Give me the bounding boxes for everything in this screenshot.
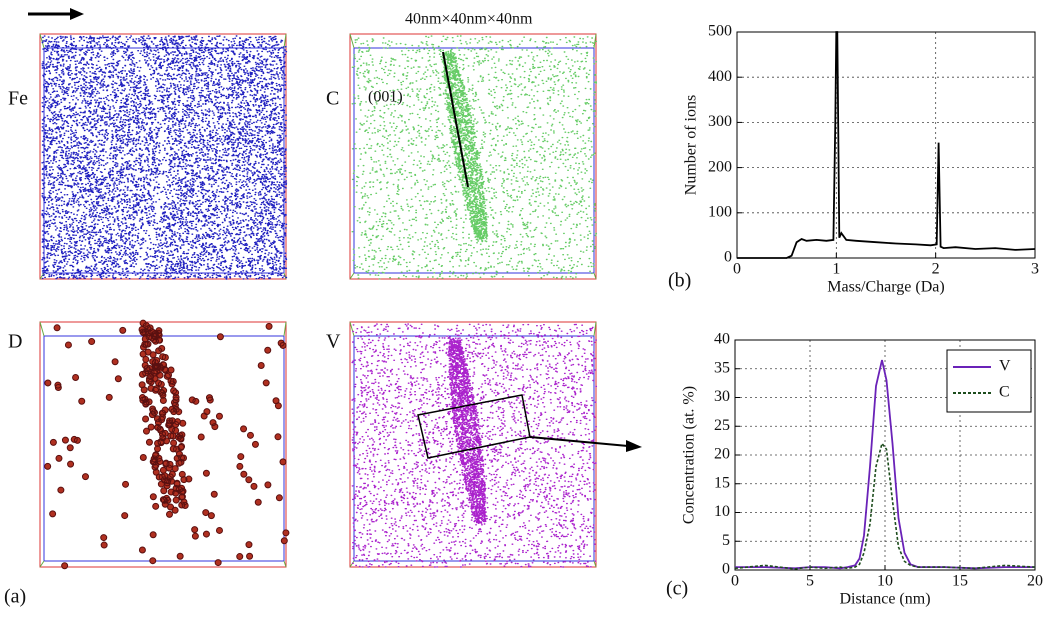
- box-edge: [39, 321, 287, 568]
- map-label: Fe: [8, 88, 28, 110]
- legend: [946, 349, 1032, 413]
- box-edge: [349, 33, 597, 280]
- map-label: D: [8, 331, 22, 353]
- x-tick-label: 15: [952, 573, 968, 590]
- x-tick-label: 3: [1031, 261, 1039, 278]
- atom-dots: [44, 319, 290, 570]
- x-tick-label: 5: [806, 573, 814, 590]
- box-size: 40nm×40nm×40nm: [405, 11, 533, 28]
- y-tick-label: 15: [714, 474, 730, 491]
- box-edge: [349, 321, 597, 568]
- x-tick-label: 10: [877, 573, 893, 590]
- y-tick-label: 0: [722, 561, 730, 578]
- x-axis-label: Mass/Charge (Da): [827, 279, 944, 296]
- y-tick-label: 300: [708, 113, 732, 130]
- box-edge: [43, 335, 285, 562]
- x-tick-label: 1: [832, 261, 840, 278]
- y-tick-label: 20: [714, 446, 730, 463]
- plane-label: (001): [368, 89, 403, 106]
- panel-label: (b): [668, 270, 691, 292]
- atom-maps: [39, 33, 598, 570]
- series-line: [734, 441, 1036, 570]
- x-tick-label: 20: [1027, 573, 1043, 590]
- box-edge: [39, 33, 287, 280]
- legend-label: C: [999, 384, 1010, 401]
- plot-frame: [736, 31, 1036, 259]
- x-tick-label: 2: [932, 261, 940, 278]
- y-tick-label: 35: [714, 359, 730, 376]
- y-axis-label: Concentration (at. %): [681, 386, 698, 524]
- map-label: V: [326, 331, 341, 353]
- box-edge: [349, 321, 597, 568]
- panel-label: (a): [4, 586, 26, 608]
- map-label: C: [326, 88, 339, 110]
- y-tick-label: 400: [708, 68, 732, 85]
- x-tick-label: 0: [731, 573, 739, 590]
- atom-dots: [41, 35, 288, 280]
- y-tick-label: 100: [708, 203, 732, 220]
- y-tick-label: 10: [714, 503, 730, 520]
- y-tick-label: 500: [708, 23, 732, 40]
- atom-dots: [351, 35, 598, 280]
- series-line: [737, 31, 1036, 259]
- atom-dots: [351, 323, 598, 568]
- y-tick-label: 0: [724, 249, 732, 266]
- box-edge: [39, 33, 287, 280]
- x-axis-label: Distance (nm): [839, 591, 930, 608]
- y-tick-label: 200: [708, 158, 732, 175]
- y-axis-label: Number of ions: [683, 95, 700, 195]
- plane-line: [442, 51, 469, 188]
- y-tick-label: 40: [714, 331, 730, 348]
- y-tick-label: 30: [714, 388, 730, 405]
- x-tick-label: 0: [733, 261, 741, 278]
- panel-label: (c): [666, 578, 688, 600]
- y-tick-label: 25: [714, 417, 730, 434]
- box-edge: [353, 47, 595, 274]
- box-edge: [349, 33, 597, 280]
- legend-label: V: [999, 358, 1011, 375]
- y-tick-label: 5: [722, 532, 730, 549]
- plot-frame: [734, 339, 1036, 571]
- roi-arrow: [529, 436, 642, 452]
- arrow-top: [28, 8, 84, 20]
- box-edge: [39, 321, 287, 568]
